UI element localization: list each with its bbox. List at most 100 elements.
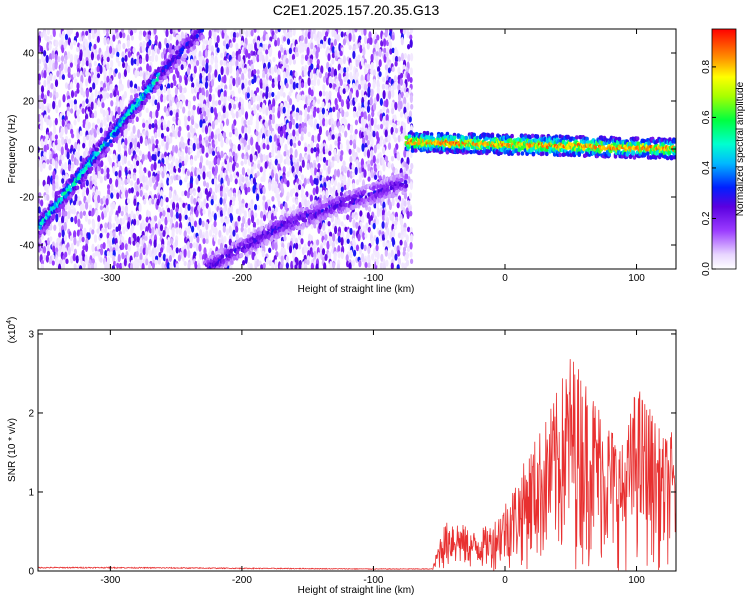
spectrogram-cell [115, 32, 119, 40]
spectrogram-cell [257, 163, 261, 169]
spectrogram-cell [214, 69, 218, 78]
spectrogram-cell [145, 122, 149, 131]
spectrogram-cell [76, 88, 80, 94]
spectrogram-cell [253, 109, 257, 115]
spectrogram-cell [156, 198, 160, 206]
spectrogram-cell [169, 34, 173, 41]
spectrogram-cell [378, 59, 382, 68]
spectrogram-cell [127, 65, 131, 74]
spectrogram-cell [216, 157, 220, 166]
spectrogram-cell [334, 133, 339, 139]
spectrogram-cell [348, 44, 352, 51]
spectrogram-cell [363, 169, 367, 178]
spectrogram-cell [259, 166, 263, 173]
spectrogram-cell [339, 191, 343, 197]
spectrogram-cell [106, 262, 110, 269]
spectrogram-cell [54, 79, 59, 88]
spectrogram-cell [384, 64, 388, 71]
spectrogram-cell [352, 182, 356, 190]
spectrogram-cell [192, 45, 197, 50]
spectrogram-cell [400, 29, 404, 35]
spectrogram-cell [43, 254, 47, 261]
spectrogram-cell [162, 124, 167, 130]
spectrogram-cell [52, 245, 56, 253]
spectrogram-cell [165, 110, 169, 117]
spectrogram-cell [103, 74, 107, 82]
spectrogram-cell [388, 201, 392, 211]
spectrogram-cell [289, 147, 293, 155]
spectrogram-cell [225, 118, 230, 127]
spectrogram-cell [154, 132, 158, 139]
spectrogram-cell [112, 115, 116, 123]
spectrogram-cell [84, 243, 89, 253]
spectrogram-cell [199, 251, 203, 261]
spectrogram-cell [363, 244, 367, 252]
spectrogram-cell [282, 91, 286, 98]
spectrogram-cell [74, 78, 78, 85]
spectrogram-cell [117, 43, 121, 52]
spectrogram-cell [187, 203, 191, 211]
spectrogram-cell [252, 55, 256, 64]
spectrogram-cell [306, 46, 310, 56]
spectrogram-cell [306, 259, 310, 266]
spectrogram-cell [205, 202, 209, 209]
spectrogram-cell [99, 205, 103, 211]
spectrogram-cell [151, 54, 155, 63]
spectrogram-cell [256, 171, 260, 177]
spectrogram-cell [286, 159, 291, 166]
spectrogram-cell [183, 61, 187, 69]
spectrogram-cell [136, 58, 140, 67]
spectrogram-cell [198, 20, 202, 24]
spectrogram-cell [232, 229, 236, 237]
spectrogram-cell [181, 141, 186, 150]
spectrogram-cell [400, 234, 404, 240]
spectrogram-cell [336, 263, 340, 269]
spectrogram-cell [96, 151, 100, 155]
spectrogram-cell [117, 161, 121, 167]
spectrogram-cell [73, 236, 77, 246]
spectrogram-cell [225, 110, 229, 119]
spectrogram-cell [43, 49, 47, 57]
spectrogram-cell [213, 194, 217, 201]
spectrogram-cell [43, 69, 47, 79]
spectrogram-cell [341, 124, 345, 134]
spectrogram-cell [202, 171, 206, 180]
spectrogram-cell [195, 25, 199, 29]
spectrogram-cell [175, 50, 179, 55]
spectrogram-cell [210, 272, 214, 276]
spectrogram-cell [167, 207, 171, 213]
spectrogram-cell [247, 144, 251, 151]
spectrogram-cell [331, 58, 335, 65]
spectrogram-cell [162, 210, 166, 217]
spectrogram-cell [127, 243, 131, 252]
spectrogram-cell [104, 228, 108, 234]
spectrogram-cell [117, 247, 121, 256]
spectrogram-cell [85, 78, 89, 87]
spectrogram-cell [382, 119, 386, 126]
spectrogram-cell [296, 135, 300, 142]
spectrogram-cell [327, 165, 331, 175]
spectrogram-cell [51, 254, 55, 261]
spectrogram-cell [250, 136, 254, 146]
spectrogram-cell [92, 82, 96, 90]
spectrogram-cell [364, 62, 368, 69]
spectrogram-cell [169, 29, 173, 35]
spectrogram-cell [175, 227, 179, 235]
spectrogram-cell [208, 135, 212, 143]
spectrogram-cell [87, 193, 91, 203]
spectrogram-cell [310, 179, 314, 186]
spectrogram-cell [170, 161, 174, 170]
spectrogram-cell [276, 37, 280, 47]
spectrogram-cell [165, 42, 170, 49]
spectrogram-cell [217, 116, 221, 123]
spectrogram-cell [55, 91, 59, 99]
spectrogram-cell [139, 173, 143, 183]
spectrogram-cell [247, 53, 251, 59]
spectrogram-cell [95, 202, 99, 209]
spectrogram-cell [333, 168, 338, 178]
spectrogram-cell [183, 53, 188, 59]
spectrogram-cell [211, 178, 215, 185]
spectrogram-cell [254, 212, 258, 218]
spectrogram-cell [235, 129, 239, 137]
spectrogram-cell [250, 63, 254, 71]
